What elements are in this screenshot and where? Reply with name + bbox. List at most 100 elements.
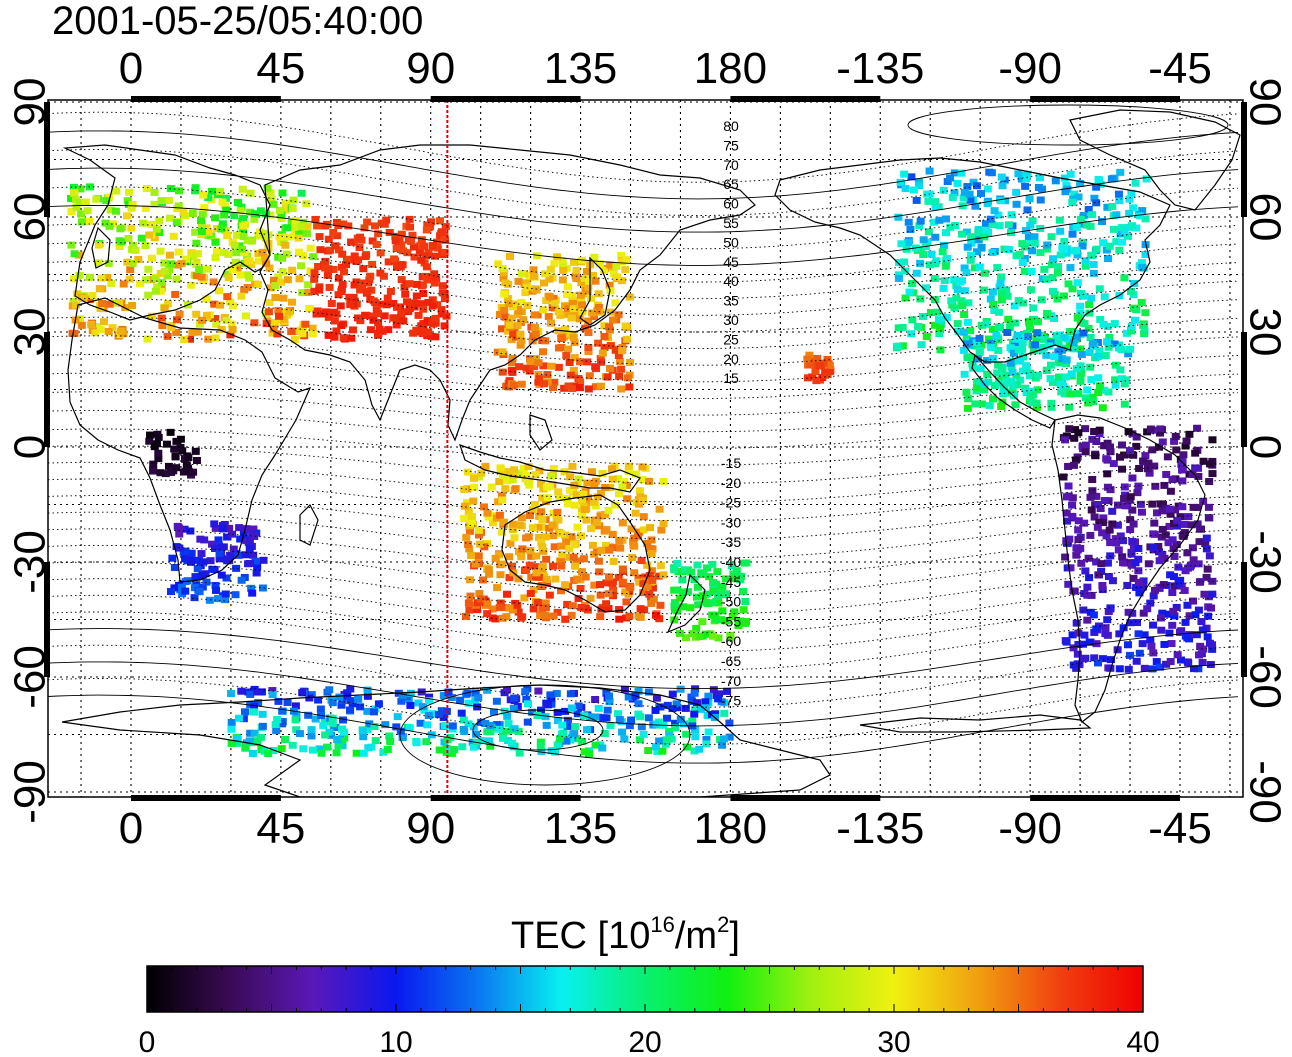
- tec-dot: [228, 266, 237, 274]
- tec-dot: [1026, 387, 1035, 395]
- tec-dot: [1015, 250, 1024, 258]
- tec-dot: [998, 398, 1007, 406]
- tec-dot: [937, 320, 946, 328]
- tec-dot: [152, 225, 161, 233]
- tec-dot: [440, 295, 449, 303]
- tec-dot: [423, 317, 432, 325]
- tec-dot: [957, 169, 966, 177]
- tec-dot: [1005, 246, 1014, 254]
- tec-dot: [936, 346, 945, 354]
- tec-dot: [602, 542, 611, 550]
- tec-dot: [568, 602, 577, 610]
- tec-dot: [106, 206, 115, 214]
- tec-dot: [719, 735, 728, 743]
- tec-dot: [538, 543, 547, 551]
- tec-dot: [167, 323, 176, 331]
- tec-dot: [565, 545, 574, 553]
- tec-dot: [291, 716, 300, 724]
- tec-dot: [470, 483, 479, 491]
- tec-dot: [1205, 639, 1214, 647]
- tec-dot: [257, 688, 266, 696]
- tec-dot: [288, 266, 297, 274]
- tec-dot: [194, 556, 203, 564]
- tec-dot: [560, 384, 569, 392]
- tec-dot: [641, 573, 650, 581]
- tec-dot: [397, 697, 406, 705]
- tec-dot: [511, 485, 520, 493]
- tec-dot: [498, 265, 507, 273]
- tec-dot: [931, 203, 940, 211]
- tec-dot: [554, 488, 563, 496]
- tec-dot: [1013, 381, 1022, 389]
- tec-dot: [508, 739, 517, 747]
- tec-dot: [596, 382, 605, 390]
- tec-dot: [259, 556, 268, 564]
- tec-dot: [1172, 446, 1181, 454]
- tec-dot: [513, 702, 522, 710]
- tec-dot: [549, 465, 558, 473]
- tec-dot: [977, 341, 986, 349]
- tec-dot: [704, 692, 713, 700]
- tec-dot: [617, 251, 626, 259]
- tec-dot: [326, 246, 335, 254]
- tec-dot: [385, 732, 394, 740]
- tec-dot: [1040, 265, 1049, 273]
- tec-dot: [614, 710, 623, 718]
- tec-dot: [131, 246, 140, 254]
- tec-dot: [271, 293, 280, 301]
- tec-dot: [948, 194, 957, 202]
- right-lat-tick-label: -90: [1240, 760, 1289, 824]
- tec-dot: [730, 575, 739, 583]
- tec-dot: [1168, 536, 1177, 544]
- tec-dot: [965, 190, 974, 198]
- tec-dot: [578, 737, 587, 745]
- tec-dot: [1205, 552, 1214, 560]
- tec-dot: [509, 743, 518, 751]
- tec-dot: [939, 284, 948, 292]
- tec-dot: [328, 714, 337, 722]
- tec-dot: [1009, 349, 1018, 357]
- tec-dot: [1084, 554, 1093, 562]
- tec-dot: [726, 631, 735, 639]
- tec-dot: [803, 374, 812, 382]
- tec-dot: [962, 228, 971, 236]
- tec-dot: [803, 355, 812, 363]
- tec-dot: [321, 731, 330, 739]
- tec-dot: [604, 604, 613, 612]
- tec-dot: [245, 274, 254, 282]
- tec-dot: [1053, 263, 1062, 271]
- tec-dot: [1128, 537, 1137, 545]
- tec-dot: [410, 253, 419, 261]
- tec-dot: [648, 545, 657, 553]
- tec-dot: [586, 594, 595, 602]
- tec-dot: [1007, 211, 1016, 219]
- tec-dot: [70, 329, 79, 337]
- tec-dot: [587, 295, 596, 303]
- tec-dot: [157, 197, 166, 205]
- tec-dot: [690, 747, 699, 755]
- tec-dot: [525, 511, 534, 519]
- tec-dot: [570, 541, 579, 549]
- tec-dot: [1006, 359, 1015, 367]
- tec-dot: [372, 241, 381, 249]
- tec-dot: [464, 599, 473, 607]
- tec-dot: [392, 263, 401, 271]
- tec-dot: [812, 377, 821, 385]
- tec-dot: [617, 277, 626, 285]
- tec-dot: [1088, 340, 1097, 348]
- tec-dot: [276, 206, 285, 214]
- tec-dot: [313, 222, 322, 230]
- tec-dot: [823, 355, 832, 363]
- tec-dot: [598, 470, 607, 478]
- tec-dot: [616, 544, 625, 552]
- tec-dot: [261, 253, 270, 261]
- tec-dot: [569, 553, 578, 561]
- tec-dot: [1145, 469, 1154, 477]
- tec-dot: [922, 284, 931, 292]
- tec-dot: [1125, 209, 1134, 217]
- tec-dot: [692, 699, 701, 707]
- tec-dot: [1121, 502, 1130, 510]
- tec-dot: [1194, 472, 1203, 480]
- tec-dot: [943, 255, 952, 263]
